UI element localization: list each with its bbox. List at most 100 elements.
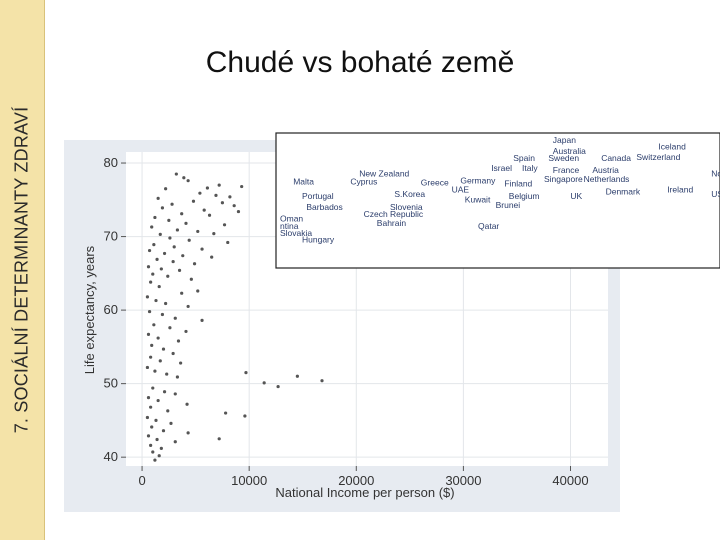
data-point	[186, 431, 190, 435]
data-point	[146, 434, 151, 438]
data-point	[150, 225, 154, 229]
data-point	[226, 240, 230, 245]
inset-country-label: Finland	[504, 179, 532, 189]
data-point	[222, 223, 227, 227]
inset-country-label: UAE	[452, 184, 470, 194]
data-point	[149, 280, 153, 284]
y-tick-label: 50	[104, 376, 118, 391]
data-point	[173, 316, 177, 320]
inset-country-label: ntina	[280, 221, 299, 231]
inset-country-label: Austria	[592, 165, 619, 175]
data-point	[217, 183, 221, 187]
inset-country-label: Greece	[421, 178, 449, 188]
data-point	[147, 309, 152, 314]
data-point	[147, 248, 152, 253]
inset-country-label: Belgium	[509, 191, 540, 201]
data-point	[184, 221, 188, 225]
data-point	[161, 429, 166, 433]
data-point	[174, 172, 178, 176]
inset-country-label: Slovakia	[280, 228, 312, 238]
inset-country-labels: Japan Iceland Australia Spain Sweden Canada Sw…	[280, 135, 720, 245]
sidebar-band: 7. SOCIÁLNÍ DETERMINANTY ZDRAVÍ	[0, 0, 45, 540]
data-point	[156, 196, 160, 200]
data-point	[156, 398, 160, 403]
data-point	[196, 289, 200, 293]
data-point	[152, 243, 156, 247]
data-point	[186, 304, 190, 309]
inset-country-label: Oman	[280, 213, 303, 223]
data-point	[170, 202, 174, 206]
data-point	[155, 437, 159, 442]
data-point	[217, 437, 221, 441]
data-point	[146, 265, 151, 269]
data-point	[175, 375, 180, 379]
data-point	[236, 209, 241, 214]
inset-country-label: Barbados	[306, 202, 342, 212]
data-point	[180, 212, 184, 216]
data-point	[162, 251, 167, 256]
inset-country-label: Iceland	[658, 142, 686, 152]
inset-country-label: Norw	[711, 169, 720, 179]
data-point	[150, 343, 154, 348]
axis-ticks: 40 50 60 70 80 0 10000 20000 30000 40000	[104, 155, 589, 488]
inset-country-label: Slovenia	[390, 202, 423, 212]
data-point	[320, 379, 324, 383]
inset-country-label: Bahrain	[377, 218, 407, 228]
data-point	[149, 355, 153, 359]
data-point	[176, 339, 181, 343]
data-point	[173, 440, 177, 444]
inset-country-label: Singapore	[544, 174, 583, 184]
data-point	[157, 454, 161, 458]
data-point	[171, 259, 175, 264]
inset-country-label: Czech Republic	[364, 209, 424, 219]
data-point	[224, 411, 228, 415]
data-point	[171, 351, 175, 356]
inset-country-label: Germany	[460, 175, 496, 185]
inset-country-label: Canada	[601, 153, 631, 163]
data-point	[159, 446, 163, 450]
inset-country-label: Netherlands	[584, 174, 630, 184]
data-point	[166, 409, 170, 413]
data-point	[220, 201, 224, 205]
inset-zoom: Japan Iceland Australia Spain Sweden Canada Sw…	[275, 132, 720, 269]
data-point	[295, 374, 299, 378]
data-point	[184, 329, 188, 334]
data-point	[168, 326, 172, 330]
data-point	[200, 318, 204, 322]
inset-country-label: Ireland	[667, 184, 693, 194]
data-point	[276, 384, 280, 389]
data-points	[145, 172, 324, 462]
data-point	[150, 425, 154, 429]
data-point	[205, 186, 210, 190]
data-point	[181, 254, 185, 258]
data-point	[151, 450, 155, 454]
data-point	[159, 267, 163, 271]
data-point	[212, 232, 216, 236]
inset-country-label: Australia	[553, 146, 586, 156]
data-point	[151, 386, 155, 390]
data-point	[179, 361, 183, 365]
x-axis-label: National Income per person ($)	[275, 485, 454, 500]
data-point	[167, 218, 171, 222]
inset-country-label: UK	[570, 191, 582, 201]
y-tick-label: 60	[104, 302, 118, 317]
data-point	[157, 284, 161, 289]
data-point	[153, 458, 157, 462]
slide-title: Chudé vs bohaté země	[205, 46, 515, 79]
data-point	[165, 372, 169, 376]
data-point	[175, 228, 180, 232]
inset-country-label: France	[553, 165, 580, 175]
inset-country-label: Sweden	[548, 153, 579, 163]
inset-country-label: Spain	[513, 153, 535, 163]
inset-country-label: Hungary	[302, 235, 335, 245]
inset-country-label: Denmark	[606, 187, 641, 197]
data-point	[151, 272, 155, 276]
data-point	[145, 295, 150, 299]
data-point	[262, 381, 266, 385]
data-point	[164, 187, 168, 191]
inset-country-label: Malta	[293, 176, 314, 186]
x-tick-label: 20000	[338, 473, 374, 488]
inset-box	[275, 132, 720, 269]
y-tick-label: 70	[104, 229, 118, 244]
inset-country-label: S.Korea	[394, 189, 425, 199]
